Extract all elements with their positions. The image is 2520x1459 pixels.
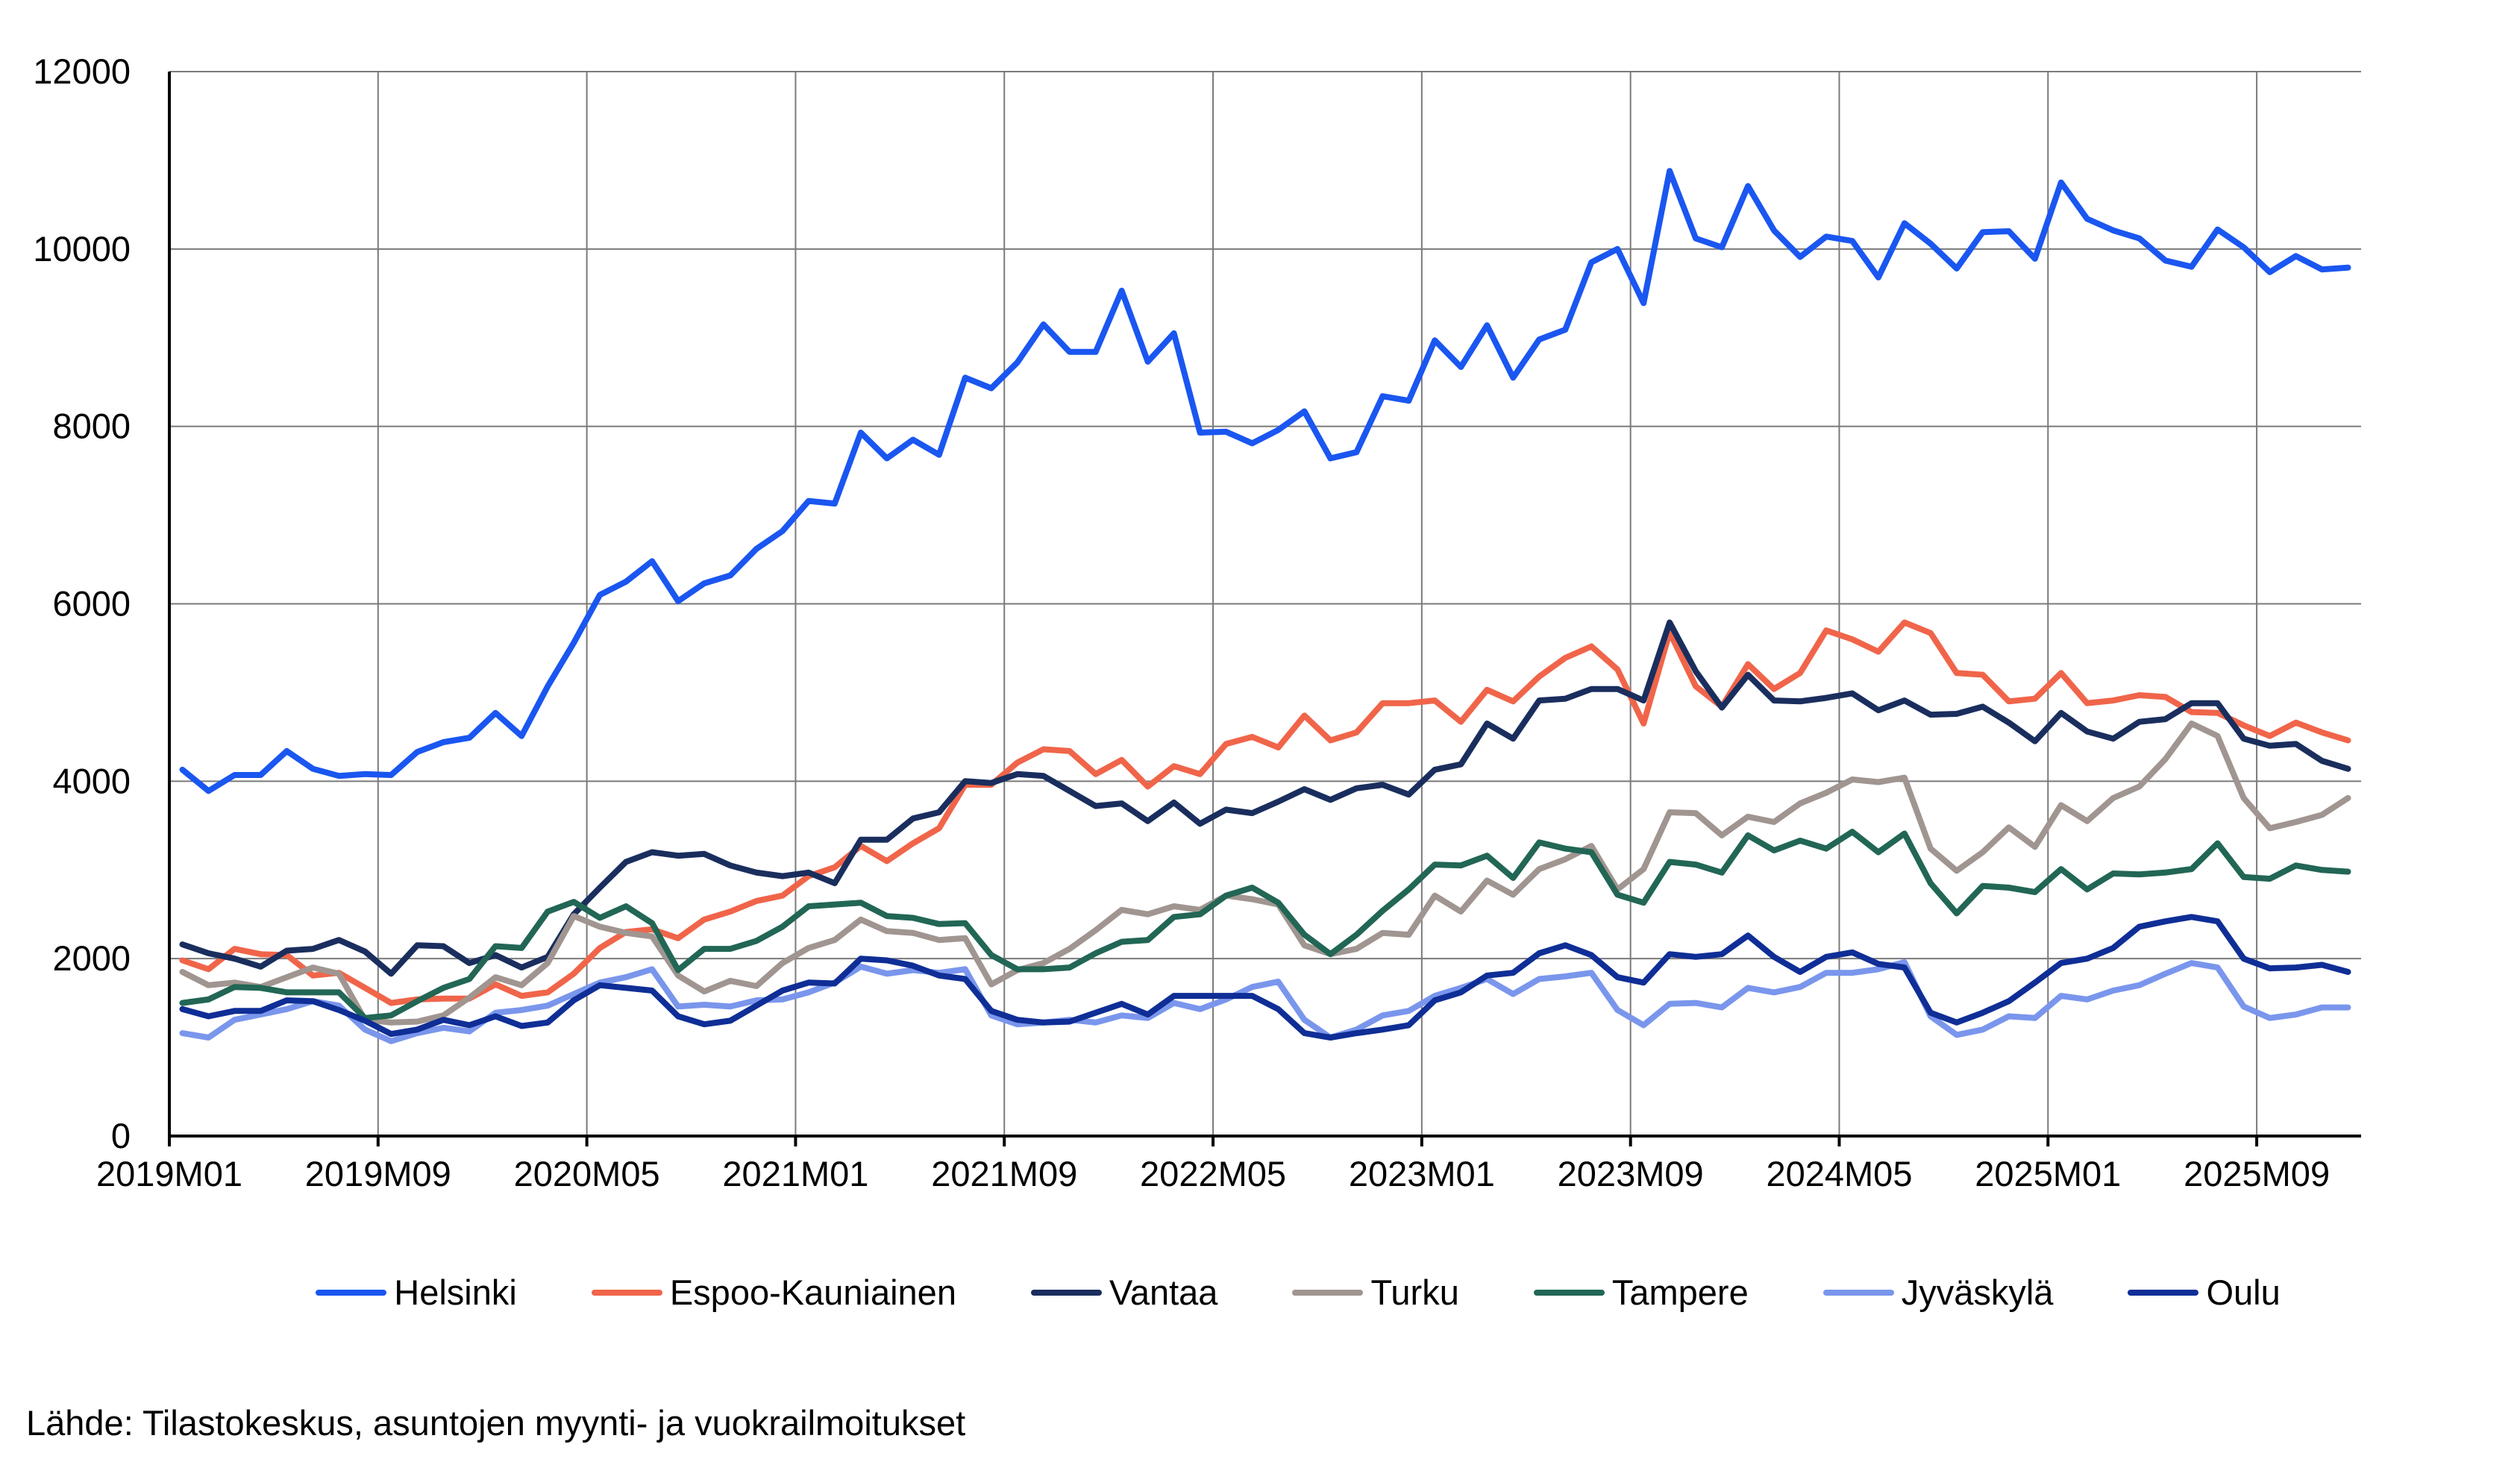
legend-swatch (1292, 1289, 1364, 1296)
legend-item: Vantaa (1030, 1272, 1218, 1313)
x-tick-label: 2021M01 (722, 1154, 868, 1193)
series-line-espoo-kauniainen (179, 619, 2351, 1006)
source-note: Lähde: Tilastokeskus, asuntojen myynti- … (26, 1403, 966, 1443)
x-tick-label: 2023M09 (1558, 1154, 1704, 1193)
series-line-turku (179, 721, 2351, 1026)
y-tick-label: 0 (111, 1116, 131, 1155)
y-tick-label: 10000 (33, 229, 131, 269)
x-tick-label: 2023M01 (1349, 1154, 1495, 1193)
x-tick-label: 2022M05 (1140, 1154, 1286, 1193)
y-tick-label: 8000 (52, 407, 131, 446)
series-line-vantaa (179, 619, 2351, 977)
x-tick-label: 2025M01 (1975, 1154, 2121, 1193)
legend-item: Tampere (1533, 1272, 1749, 1313)
legend-label: Jyväskylä (1901, 1273, 2054, 1312)
legend-label: Tampere (1611, 1273, 1749, 1312)
x-tick-label: 2021M09 (931, 1154, 1077, 1193)
legend-swatch (1822, 1289, 1894, 1296)
legend-swatch (591, 1289, 662, 1296)
x-tick-label: 2019M01 (96, 1154, 242, 1193)
axes (168, 72, 2361, 1146)
legend-swatch (1533, 1289, 1605, 1296)
legend-swatch (2128, 1289, 2199, 1296)
x-tick-label: 2025M09 (2184, 1154, 2330, 1193)
x-tick-label: 2020M05 (514, 1154, 660, 1193)
y-tick-label: 4000 (52, 761, 131, 800)
legend-label: Helsinki (394, 1273, 517, 1312)
x-tick-label: 2024M05 (1766, 1154, 1912, 1193)
series-line-helsinki (179, 168, 2351, 794)
legend-item: Jyväskylä (1822, 1272, 2054, 1313)
grid (169, 71, 2361, 1136)
legend-label: Oulu (2206, 1273, 2281, 1312)
legend-item: Turku (1292, 1272, 1459, 1313)
legend-label: Espoo-Kauniainen (669, 1273, 956, 1312)
y-axis-tick-labels: 0 2000 4000 6000 8000 10000 12000 (33, 51, 131, 1155)
x-axis-tick-labels: 2019M01 2019M09 2020M05 2021M01 2021M09 2022M… (96, 1154, 2330, 1193)
series-lines (179, 168, 2351, 1044)
y-tick-label: 6000 (52, 584, 131, 624)
legend-swatch (316, 1289, 387, 1296)
legend-item: Espoo-Kauniainen (591, 1272, 956, 1313)
series-line-tampere (179, 829, 2351, 1021)
y-tick-label: 12000 (33, 51, 131, 91)
legend-item: Oulu (2128, 1272, 2281, 1313)
legend-item: Helsinki (316, 1272, 517, 1313)
y-tick-label: 2000 (52, 938, 131, 978)
legend: Helsinki Espoo-Kauniainen Vantaa Turku Tampe… (291, 1272, 2305, 1313)
series-line-jyv-skyl- (179, 958, 2351, 1044)
series-line-oulu (179, 914, 2351, 1041)
x-tick-label: 2019M09 (305, 1154, 451, 1193)
legend-label: Turku (1370, 1273, 1459, 1312)
legend-swatch (1030, 1289, 1102, 1296)
legend-label: Vantaa (1109, 1273, 1218, 1312)
